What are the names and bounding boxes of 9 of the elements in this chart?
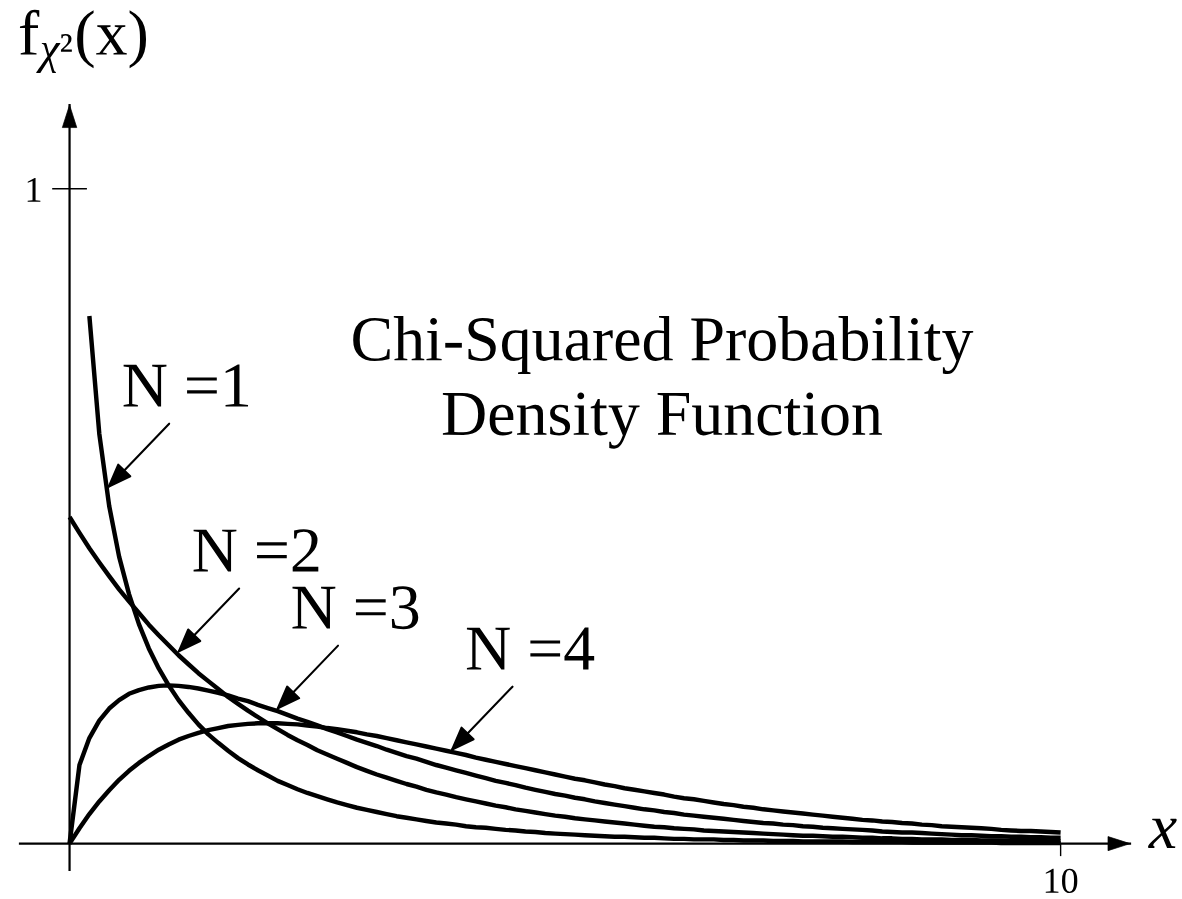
series-label: N =2 xyxy=(193,529,319,572)
text: 10 xyxy=(1045,868,1078,894)
text: Chi-Squared Probability Density Function xyxy=(353,316,974,449)
series-label: N =1 xyxy=(123,364,249,407)
legend-label: N =3 xyxy=(292,586,419,630)
y-axis-title: f$_{χ²}$(x) xyxy=(19,9,147,73)
x-axis-title: x xyxy=(1148,818,1177,848)
text: 1 xyxy=(27,177,41,202)
legend-label: N =4 xyxy=(466,627,595,670)
